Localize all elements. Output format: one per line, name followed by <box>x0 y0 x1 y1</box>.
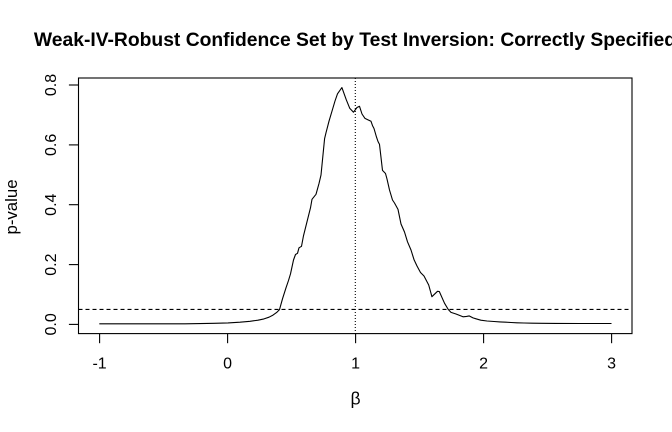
svg-text:Weak-IV-Robust Confidence Set: Weak-IV-Robust Confidence Set by Test In… <box>34 30 672 51</box>
svg-text:β: β <box>350 389 360 409</box>
svg-text:0.2: 0.2 <box>43 253 60 275</box>
svg-text:0: 0 <box>223 356 232 373</box>
svg-text:3: 3 <box>607 356 616 373</box>
svg-text:0.8: 0.8 <box>43 74 60 96</box>
svg-text:-1: -1 <box>92 356 106 373</box>
svg-text:p-value: p-value <box>2 179 21 234</box>
svg-text:0.4: 0.4 <box>43 193 60 215</box>
svg-text:2: 2 <box>479 356 488 373</box>
svg-text:0.0: 0.0 <box>43 313 60 335</box>
svg-text:1: 1 <box>351 356 360 373</box>
svg-text:0.6: 0.6 <box>43 134 60 156</box>
